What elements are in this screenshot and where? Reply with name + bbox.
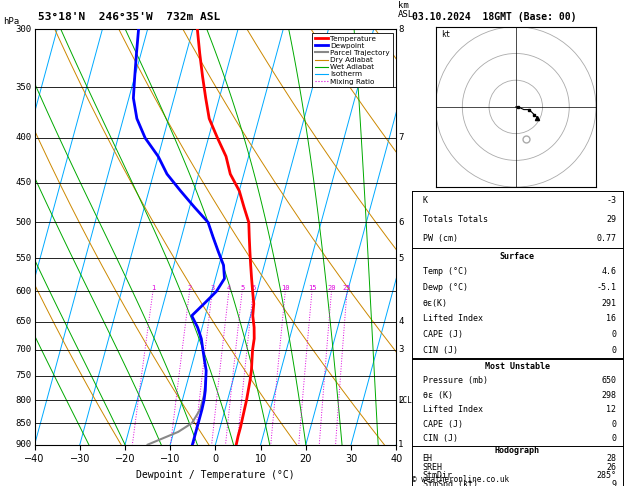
Text: 600: 600 <box>15 287 31 296</box>
Text: 850: 850 <box>15 418 31 428</box>
Text: 298: 298 <box>601 391 616 399</box>
Text: 0.77: 0.77 <box>596 234 616 243</box>
Text: 2: 2 <box>187 285 192 291</box>
Text: 800: 800 <box>15 396 31 405</box>
Text: Hodograph: Hodograph <box>495 446 540 455</box>
Text: 650: 650 <box>15 317 31 326</box>
Text: -5.1: -5.1 <box>596 283 616 292</box>
Text: 12: 12 <box>606 405 616 414</box>
Text: 03.10.2024  18GMT (Base: 00): 03.10.2024 18GMT (Base: 00) <box>412 12 577 22</box>
Text: θε(K): θε(K) <box>423 299 447 308</box>
Text: Lifted Index: Lifted Index <box>423 314 482 324</box>
Text: 53°18'N  246°35'W  732m ASL: 53°18'N 246°35'W 732m ASL <box>38 12 220 22</box>
Text: 3: 3 <box>210 285 214 291</box>
Text: 15: 15 <box>308 285 316 291</box>
Text: K: K <box>423 195 428 205</box>
Text: 7: 7 <box>398 134 404 142</box>
Text: SREH: SREH <box>423 463 443 472</box>
Text: Surface: Surface <box>500 252 535 260</box>
Text: 700: 700 <box>15 345 31 354</box>
Text: 4: 4 <box>398 317 404 326</box>
Text: Dewp (°C): Dewp (°C) <box>423 283 467 292</box>
Text: hPa: hPa <box>3 17 19 26</box>
Text: 750: 750 <box>15 371 31 380</box>
Text: 9: 9 <box>611 480 616 486</box>
Text: 285°: 285° <box>596 471 616 480</box>
Text: Temp (°C): Temp (°C) <box>423 267 467 277</box>
Text: 5: 5 <box>240 285 244 291</box>
Text: 4: 4 <box>226 285 231 291</box>
Text: 5: 5 <box>398 254 404 263</box>
Text: 8: 8 <box>398 25 404 34</box>
Text: CIN (J): CIN (J) <box>423 346 457 355</box>
Text: 20: 20 <box>327 285 336 291</box>
Text: 29: 29 <box>606 215 616 224</box>
Text: CAPE (J): CAPE (J) <box>423 419 462 429</box>
Text: CIN (J): CIN (J) <box>423 434 457 443</box>
Text: θε (K): θε (K) <box>423 391 452 399</box>
Text: CAPE (J): CAPE (J) <box>423 330 462 339</box>
X-axis label: Dewpoint / Temperature (°C): Dewpoint / Temperature (°C) <box>136 470 295 480</box>
Text: 6: 6 <box>251 285 255 291</box>
Text: 0: 0 <box>611 346 616 355</box>
Text: LCL: LCL <box>398 396 412 405</box>
Text: km
ASL: km ASL <box>398 1 415 19</box>
Text: 26: 26 <box>606 463 616 472</box>
Text: 6: 6 <box>398 218 404 227</box>
Text: 4.6: 4.6 <box>601 267 616 277</box>
Text: 550: 550 <box>15 254 31 263</box>
Text: 350: 350 <box>15 83 31 92</box>
Text: 300: 300 <box>15 25 31 34</box>
Text: 16: 16 <box>606 314 616 324</box>
Text: kt: kt <box>441 31 450 39</box>
Text: Totals Totals: Totals Totals <box>423 215 487 224</box>
Text: StmDir: StmDir <box>423 471 452 480</box>
Text: 900: 900 <box>15 440 31 449</box>
Text: 28: 28 <box>606 454 616 463</box>
Text: 1: 1 <box>151 285 155 291</box>
Text: EH: EH <box>423 454 433 463</box>
Text: 0: 0 <box>611 434 616 443</box>
Text: 10: 10 <box>281 285 289 291</box>
Legend: Temperature, Dewpoint, Parcel Trajectory, Dry Adiabat, Wet Adiabat, Isotherm, Mi: Temperature, Dewpoint, Parcel Trajectory… <box>312 33 392 87</box>
Text: 25: 25 <box>343 285 351 291</box>
Text: 2: 2 <box>398 396 404 405</box>
Text: © weatheronline.co.uk: © weatheronline.co.uk <box>412 474 509 484</box>
Text: Pressure (mb): Pressure (mb) <box>423 376 487 385</box>
Text: 291: 291 <box>601 299 616 308</box>
Text: StmSpd (kt): StmSpd (kt) <box>423 480 477 486</box>
Text: 0: 0 <box>611 419 616 429</box>
Text: 400: 400 <box>15 134 31 142</box>
Text: 650: 650 <box>601 376 616 385</box>
Text: 450: 450 <box>15 178 31 187</box>
Text: 3: 3 <box>398 345 404 354</box>
Text: Most Unstable: Most Unstable <box>485 362 550 371</box>
Text: Lifted Index: Lifted Index <box>423 405 482 414</box>
Text: 1: 1 <box>398 440 404 449</box>
Text: 0: 0 <box>611 330 616 339</box>
Text: PW (cm): PW (cm) <box>423 234 457 243</box>
Text: -3: -3 <box>606 195 616 205</box>
Text: 500: 500 <box>15 218 31 227</box>
